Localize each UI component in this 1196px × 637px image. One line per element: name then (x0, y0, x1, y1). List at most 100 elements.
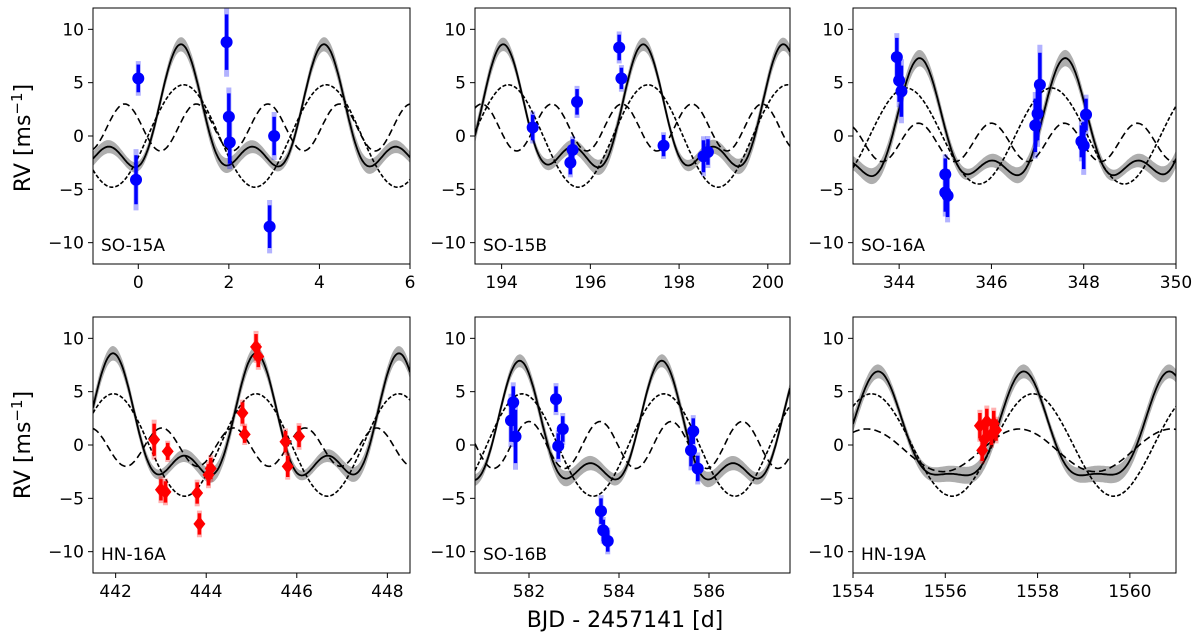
data-point (550, 383, 562, 416)
y-tick-label: −5 (59, 489, 84, 509)
circle-marker (595, 505, 607, 518)
data-point (507, 382, 520, 423)
panels-group: −10 −5 0 5 10 0 2 4 6 SO-15A −10 −5 0 5 10 194 196 198 200… (48, 7, 1192, 602)
y-tick-label: 5 (73, 74, 84, 94)
circle-marker (601, 535, 614, 547)
x-tick-label: 448 (371, 582, 403, 602)
diamond-marker (236, 405, 249, 421)
circle-marker (268, 130, 281, 142)
panel-frame (852, 316, 1177, 574)
dotted-component-line (853, 393, 1176, 497)
y-axis-title-exponent: −1 (8, 92, 26, 114)
diamond-marker (193, 516, 206, 532)
y-tick-label: −10 (430, 234, 466, 254)
y-tick-label: 5 (73, 383, 84, 403)
panel-so-15a: −10 −5 0 5 10 0 2 4 6 SO-15A (48, 7, 415, 293)
circle-marker (222, 110, 235, 123)
circle-marker (895, 85, 908, 98)
circle-marker (1033, 78, 1046, 91)
data-point (566, 136, 579, 164)
y-tick-label: 0 (833, 436, 844, 456)
circle-marker (687, 425, 700, 438)
y-axis-title-top-row: RV [ms−1] (8, 84, 36, 192)
data-point (571, 85, 584, 118)
data-point (236, 399, 249, 427)
diamond-marker (148, 432, 161, 448)
circle-marker (526, 121, 539, 134)
y-tick-label: 10 (822, 329, 844, 349)
diamond-marker (990, 422, 1003, 438)
dashed-component-line (853, 428, 1176, 473)
y-tick-label: 5 (833, 383, 844, 403)
x-tick-label: 582 (513, 582, 545, 602)
data-point (895, 59, 908, 124)
data-point (293, 423, 306, 450)
data-point (220, 8, 233, 77)
data-point (191, 479, 204, 507)
dashed-component-line (475, 103, 790, 152)
data-point (701, 136, 714, 168)
data-point (941, 169, 954, 223)
data-point (615, 65, 628, 92)
y-axis-title-bottom-row: RV [ms−1] (8, 391, 36, 499)
circle-marker (263, 220, 276, 233)
y-axis-title-close: ] (11, 84, 36, 93)
circle-marker (701, 146, 714, 158)
y-tick-label: 10 (444, 329, 466, 349)
circle-marker (556, 423, 569, 435)
x-tick-label: 1554 (831, 582, 874, 602)
data-point (238, 423, 251, 445)
data-point (159, 478, 172, 506)
x-tick-label: 350 (1160, 273, 1192, 293)
circle-marker (1077, 139, 1090, 152)
x-tick-label: 1556 (924, 582, 967, 602)
x-tick-label: 2 (223, 273, 234, 293)
data-point (132, 61, 145, 96)
x-tick-label: 584 (603, 582, 635, 602)
data-point (990, 416, 1003, 444)
x-tick-label: 348 (1067, 273, 1099, 293)
y-tick-label: −10 (808, 234, 844, 254)
diamond-marker (159, 484, 172, 500)
circle-marker (550, 393, 562, 406)
dotted-component-line (475, 392, 790, 497)
y-axis-title-close: ] (11, 391, 36, 400)
y-tick-label: 0 (73, 127, 84, 147)
diamond-marker (191, 485, 204, 501)
data-point (148, 419, 161, 460)
data-point (1033, 44, 1046, 125)
circle-marker (509, 430, 522, 443)
model-line (93, 352, 410, 477)
x-tick-label: 6 (405, 273, 416, 293)
panel-frame (92, 7, 411, 265)
panel-frame (474, 7, 791, 265)
data-point (595, 495, 607, 528)
dashed-component-line (475, 420, 790, 470)
x-tick-label: 200 (752, 273, 784, 293)
data-point (279, 428, 292, 456)
panel-label: SO-15A (101, 236, 165, 256)
diamond-marker (293, 428, 306, 444)
plot-area (93, 330, 410, 538)
y-tick-label: 0 (455, 127, 466, 147)
y-tick-label: 5 (455, 383, 466, 403)
x-tick-label: 194 (485, 273, 517, 293)
panel-so-16b: −10 −5 0 5 10 582 584 586 SO-16B (430, 316, 791, 602)
data-point (552, 430, 565, 463)
data-point (1080, 94, 1093, 135)
x-tick-label: 446 (281, 582, 313, 602)
y-tick-label: 10 (822, 20, 844, 40)
x-tick-label: 442 (99, 582, 131, 602)
x-tick-label: 1560 (1108, 582, 1151, 602)
data-point (1031, 80, 1044, 147)
data-point (601, 527, 614, 555)
panel-label: SO-15B (483, 236, 547, 256)
data-point (252, 343, 265, 370)
data-point (526, 111, 539, 144)
data-point (281, 453, 294, 480)
diamond-marker (279, 434, 292, 450)
data-point (161, 440, 174, 463)
circle-marker (132, 72, 145, 85)
circle-marker (613, 41, 626, 54)
panel-label: SO-16B (483, 545, 547, 565)
